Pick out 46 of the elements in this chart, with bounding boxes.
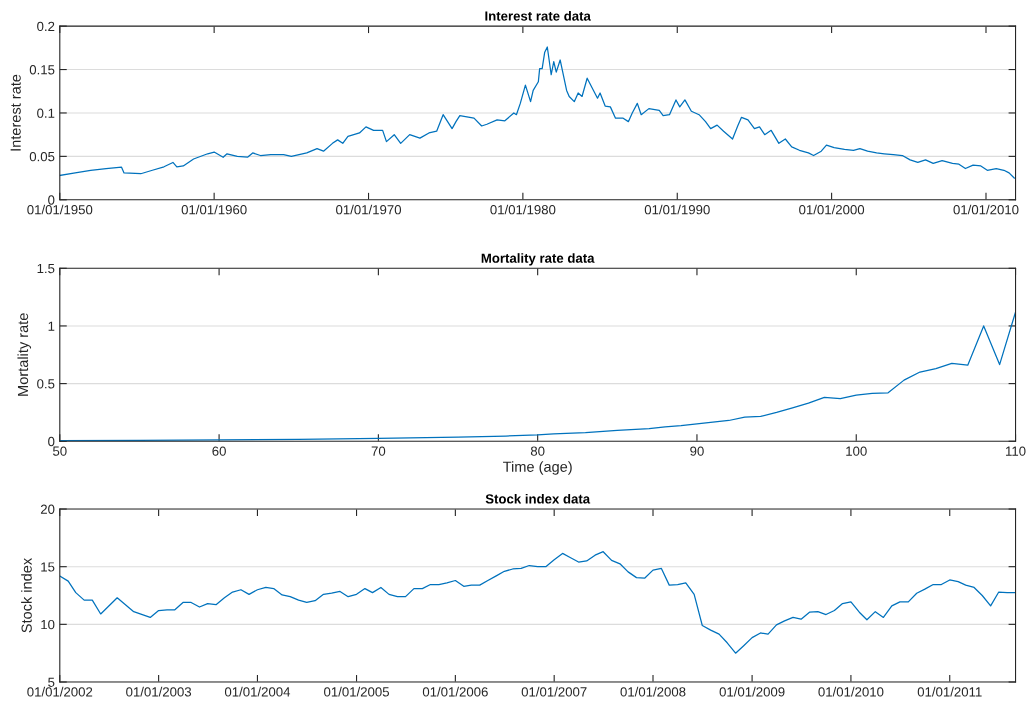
- x-tick-label: 100: [846, 446, 867, 456]
- line-series: [59, 551, 1016, 654]
- x-tick-label: 01/01/2000: [799, 204, 865, 215]
- x-tick-label: 90: [690, 446, 704, 456]
- y-tick-label: 10: [41, 619, 55, 630]
- y-tick-label: 0.1: [37, 108, 55, 118]
- chart-title: Interest rate data: [485, 11, 591, 21]
- x-tick-label: 01/01/2003: [126, 686, 192, 697]
- y-tick-label: 0.2: [37, 21, 55, 32]
- x-tick-label: 01/01/2004: [224, 686, 291, 697]
- y-axis-title: Stock index: [21, 557, 32, 633]
- y-tick-label: 0.05: [29, 151, 55, 162]
- x-tick-label: 01/01/1990: [644, 204, 710, 215]
- x-tick-label: 01/01/2002: [27, 686, 93, 697]
- x-tick-label: 80: [530, 446, 545, 456]
- y-tick-label: 0: [48, 436, 55, 447]
- x-tick-label: 01/01/1970: [336, 204, 402, 215]
- y-tick-label: 0.15: [29, 65, 55, 75]
- x-tick-label: 01/01/2007: [521, 686, 587, 697]
- y-axis-title: Interest rate: [10, 74, 21, 151]
- x-tick-label: 70: [371, 446, 386, 456]
- x-tick-label: 01/01/2011: [917, 686, 982, 697]
- x-tick-label: 110: [1006, 446, 1026, 456]
- x-axis-title: Time (age): [503, 461, 572, 475]
- x-tick-label: 01/01/1980: [490, 204, 556, 215]
- y-tick-label: 1.5: [37, 263, 55, 274]
- x-tick-label: 01/01/2010: [818, 686, 884, 697]
- x-tick-label: 01/01/2006: [422, 686, 488, 697]
- line-series: [59, 46, 1015, 179]
- x-tick-label: 01/01/2009: [719, 686, 785, 697]
- chart-title: Mortality rate data: [481, 253, 595, 266]
- y-tick-label: 15: [41, 562, 55, 572]
- x-tick-label: 01/01/2005: [324, 686, 390, 697]
- y-tick-label: 20: [40, 504, 55, 514]
- y-tick-label: 0: [48, 195, 55, 205]
- y-axis-title: Mortality rate: [17, 313, 32, 396]
- y-tick-label: 0.5: [37, 379, 55, 389]
- chart-title: Stock index data: [485, 493, 591, 504]
- x-tick-label: 01/01/2008: [620, 686, 686, 697]
- x-tick-label: 01/01/2010: [953, 204, 1019, 215]
- x-tick-label: 01/01/1950: [27, 204, 93, 215]
- y-tick-label: 5: [48, 677, 55, 687]
- x-tick-label: 60: [212, 446, 226, 456]
- y-tick-label: 1: [48, 321, 55, 331]
- x-tick-label: 01/01/1960: [181, 204, 247, 215]
- x-tick-label: 50: [52, 446, 67, 456]
